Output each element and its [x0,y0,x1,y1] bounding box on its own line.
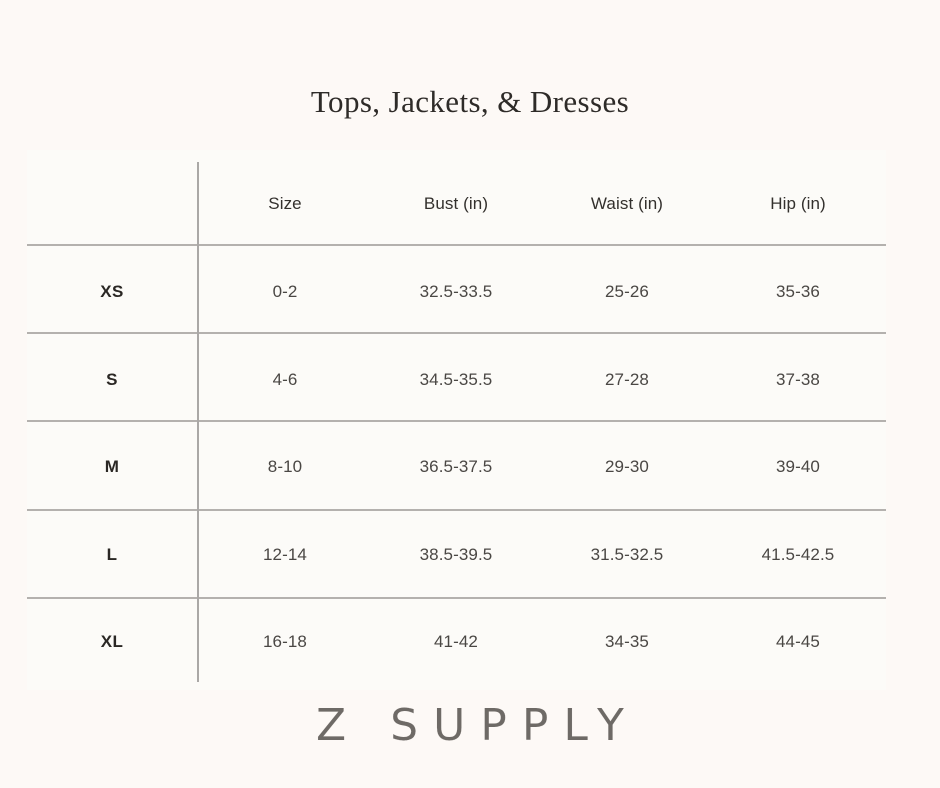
row-size-label: S [106,370,118,389]
cell-waist: 31.5-32.5 [590,545,664,564]
column-header-size: Size [268,194,302,213]
page-title: Tops, Jackets, & Dresses [310,84,630,119]
column-header-waist: Waist (in) [590,194,664,213]
cell-hip: 39-40 [776,457,820,476]
cell-waist: 25-26 [605,282,649,301]
cell-hip: 37-38 [776,370,820,389]
cell-size: 0-2 [272,282,298,301]
table-column-divider [197,162,199,682]
cell-hip: 44-45 [776,632,820,651]
cell-bust: 38.5-39.5 [419,545,493,564]
cell-waist: 27-28 [605,370,649,389]
cell-bust: 41-42 [434,632,478,651]
cell-hip: 41.5-42.5 [761,545,835,564]
cell-bust: 34.5-35.5 [419,370,493,389]
table-rule [27,244,886,246]
cell-size: 12-14 [263,545,307,564]
row-size-label: M [104,457,120,476]
column-header-hip: Hip (in) [770,194,826,213]
table-rule [27,332,886,334]
row-size-label: XS [100,282,124,301]
row-size-label: XL [100,632,124,651]
cell-size: 16-18 [263,632,307,651]
cell-bust: 36.5-37.5 [419,457,493,476]
table-rule [27,509,886,511]
cell-waist: 29-30 [605,457,649,476]
cell-bust: 32.5-33.5 [419,282,493,301]
table-rule [27,420,886,422]
row-size-label: L [106,545,118,564]
cell-hip: 35-36 [776,282,820,301]
cell-size: 8-10 [267,457,303,476]
cell-size: 4-6 [272,370,298,389]
cell-waist: 34-35 [605,632,649,651]
brand-logo: Z SUPPLY [316,700,639,751]
column-header-bust: Bust (in) [423,194,489,213]
table-rule [27,597,886,599]
